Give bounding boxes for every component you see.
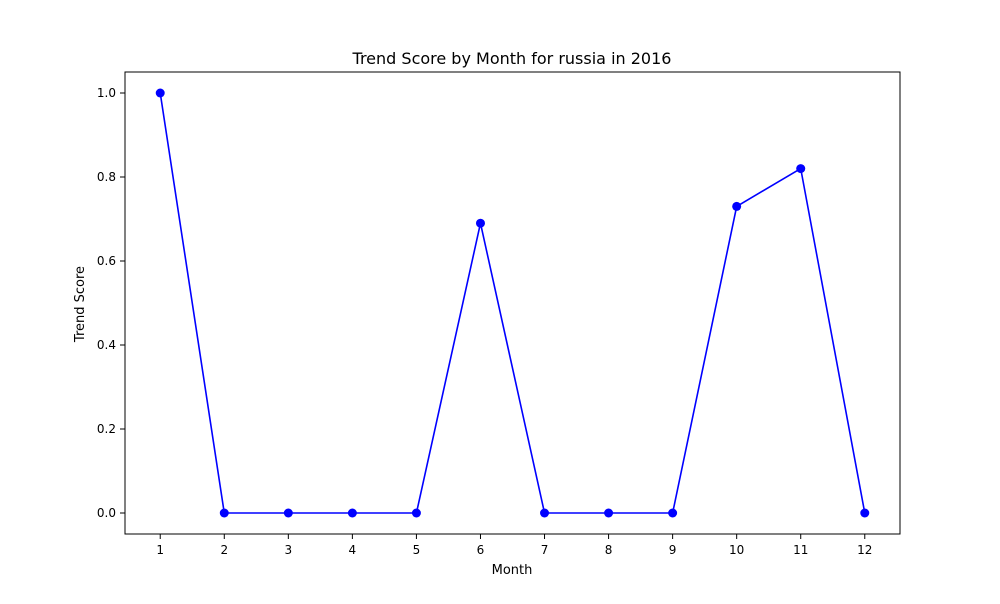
y-tick-label: 0.2 bbox=[97, 422, 116, 436]
x-tick-label: 6 bbox=[477, 543, 485, 557]
data-point bbox=[796, 164, 806, 174]
plot-frame bbox=[124, 71, 901, 535]
data-point bbox=[219, 508, 229, 518]
y-tick-label: 0.0 bbox=[97, 506, 116, 520]
x-tick-label: 3 bbox=[285, 543, 293, 557]
x-tick-label: 4 bbox=[349, 543, 357, 557]
plot-area: 1 2 3 4 5 6 7 8 9 10 11 120.00.20.40.60.81.0 bbox=[97, 71, 901, 557]
y-axis-label: Trend Score bbox=[73, 266, 88, 343]
x-tick-label: 12 bbox=[857, 543, 872, 557]
data-point bbox=[604, 508, 614, 518]
data-point bbox=[283, 508, 293, 518]
data-point bbox=[668, 508, 678, 518]
y-tick-label: 1.0 bbox=[97, 86, 116, 100]
x-tick-label: 9 bbox=[669, 543, 677, 557]
data-point bbox=[732, 201, 742, 211]
y-tick-label: 0.4 bbox=[97, 338, 116, 352]
x-tick-label: 10 bbox=[729, 543, 744, 557]
x-axis-label: Month bbox=[492, 563, 533, 578]
data-point bbox=[411, 508, 421, 518]
data-point bbox=[155, 88, 165, 98]
chart-title: Trend Score by Month for russia in 2016 bbox=[352, 49, 672, 68]
x-tick-label: 11 bbox=[793, 543, 808, 557]
data-point bbox=[475, 218, 485, 228]
data-point bbox=[540, 508, 550, 518]
x-tick-label: 7 bbox=[541, 543, 549, 557]
x-tick-label: 1 bbox=[156, 543, 164, 557]
data-point bbox=[860, 508, 870, 518]
x-tick-label: 5 bbox=[413, 543, 421, 557]
x-tick-label: 2 bbox=[220, 543, 228, 557]
series-line bbox=[159, 92, 866, 514]
data-point bbox=[347, 508, 357, 518]
x-tick-label: 8 bbox=[605, 543, 613, 557]
y-tick-label: 0.6 bbox=[97, 254, 116, 268]
y-tick-label: 0.8 bbox=[97, 170, 116, 184]
